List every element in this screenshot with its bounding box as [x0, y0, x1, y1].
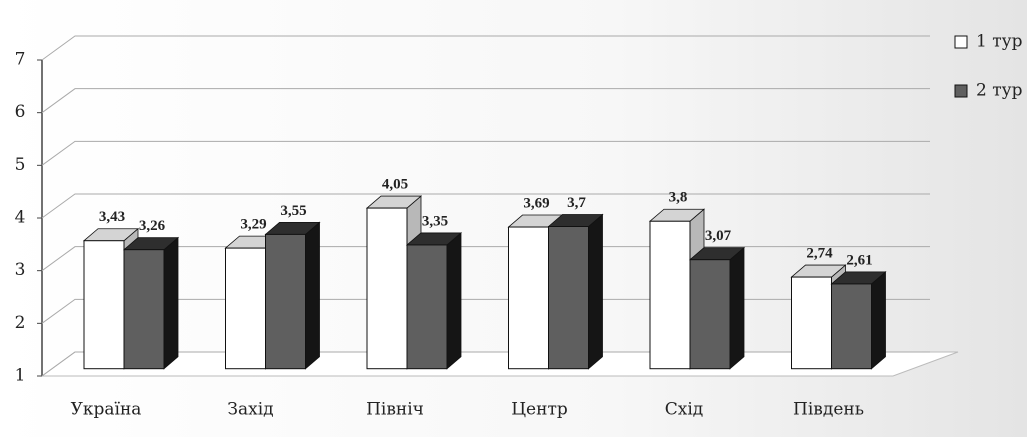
value-label: 4,05	[382, 177, 408, 193]
grid-line	[41, 246, 930, 272]
grid-line	[41, 351, 930, 377]
value-label: 3,8	[669, 190, 688, 206]
bar-side	[588, 213, 603, 370]
bar	[688, 246, 746, 370]
y-tick-label: 1	[15, 366, 26, 386]
bar-front	[831, 283, 872, 370]
value-label: 3,69	[523, 195, 549, 211]
bar-front	[83, 240, 125, 370]
bar-side	[446, 232, 462, 370]
grid-line	[41, 35, 930, 61]
value-label: 3,55	[280, 203, 306, 219]
value-label: 3,07	[705, 228, 732, 244]
bar-side	[305, 221, 320, 370]
bar-front	[225, 247, 266, 370]
x-tick-label: Центр	[511, 400, 568, 420]
x-tick-label: Північ	[366, 400, 424, 420]
grid-line	[41, 193, 930, 219]
y-tick-label: 5	[15, 155, 26, 175]
bar	[122, 236, 180, 370]
y-tick-label: 2	[15, 313, 26, 333]
bar	[264, 221, 321, 370]
bar	[547, 213, 604, 370]
x-tick-label: Україна	[71, 400, 142, 420]
value-label: 2,61	[846, 252, 872, 268]
x-tick-label: Південь	[793, 400, 864, 420]
bar-side	[729, 246, 745, 370]
bar-side	[871, 271, 886, 370]
bar-front	[689, 259, 731, 370]
value-label: 2,74	[806, 245, 833, 261]
bar-front	[548, 226, 589, 370]
bar-front	[649, 220, 691, 370]
bar	[405, 232, 463, 370]
value-label: 3,26	[139, 218, 166, 234]
bar-side	[163, 236, 179, 370]
legend-swatch	[954, 35, 968, 49]
bar-front	[406, 244, 448, 370]
y-tick-label: 7	[15, 50, 26, 70]
grid-line	[41, 298, 930, 324]
y-tick-label: 3	[15, 260, 26, 280]
legend-label: 2 тур	[976, 81, 1023, 101]
value-label: 3,35	[422, 213, 448, 229]
bar	[830, 271, 887, 370]
y-tick-label: 4	[15, 208, 26, 228]
bar-front	[366, 207, 408, 370]
legend-label: 1 тур	[976, 32, 1023, 52]
value-label: 3,29	[240, 217, 266, 233]
bar-front	[123, 249, 165, 370]
y-tick-label: 6	[15, 102, 26, 122]
value-label: 3,7	[567, 195, 586, 211]
bar-front	[265, 233, 306, 370]
legend-swatch	[954, 84, 968, 98]
x-tick-label: Схід	[665, 400, 704, 420]
grid-line	[41, 88, 930, 114]
bar-front	[791, 276, 832, 370]
grid-line	[41, 140, 930, 166]
value-label: 3,43	[99, 209, 125, 225]
bar-front	[508, 226, 549, 370]
x-tick-label: Захід	[227, 400, 273, 420]
